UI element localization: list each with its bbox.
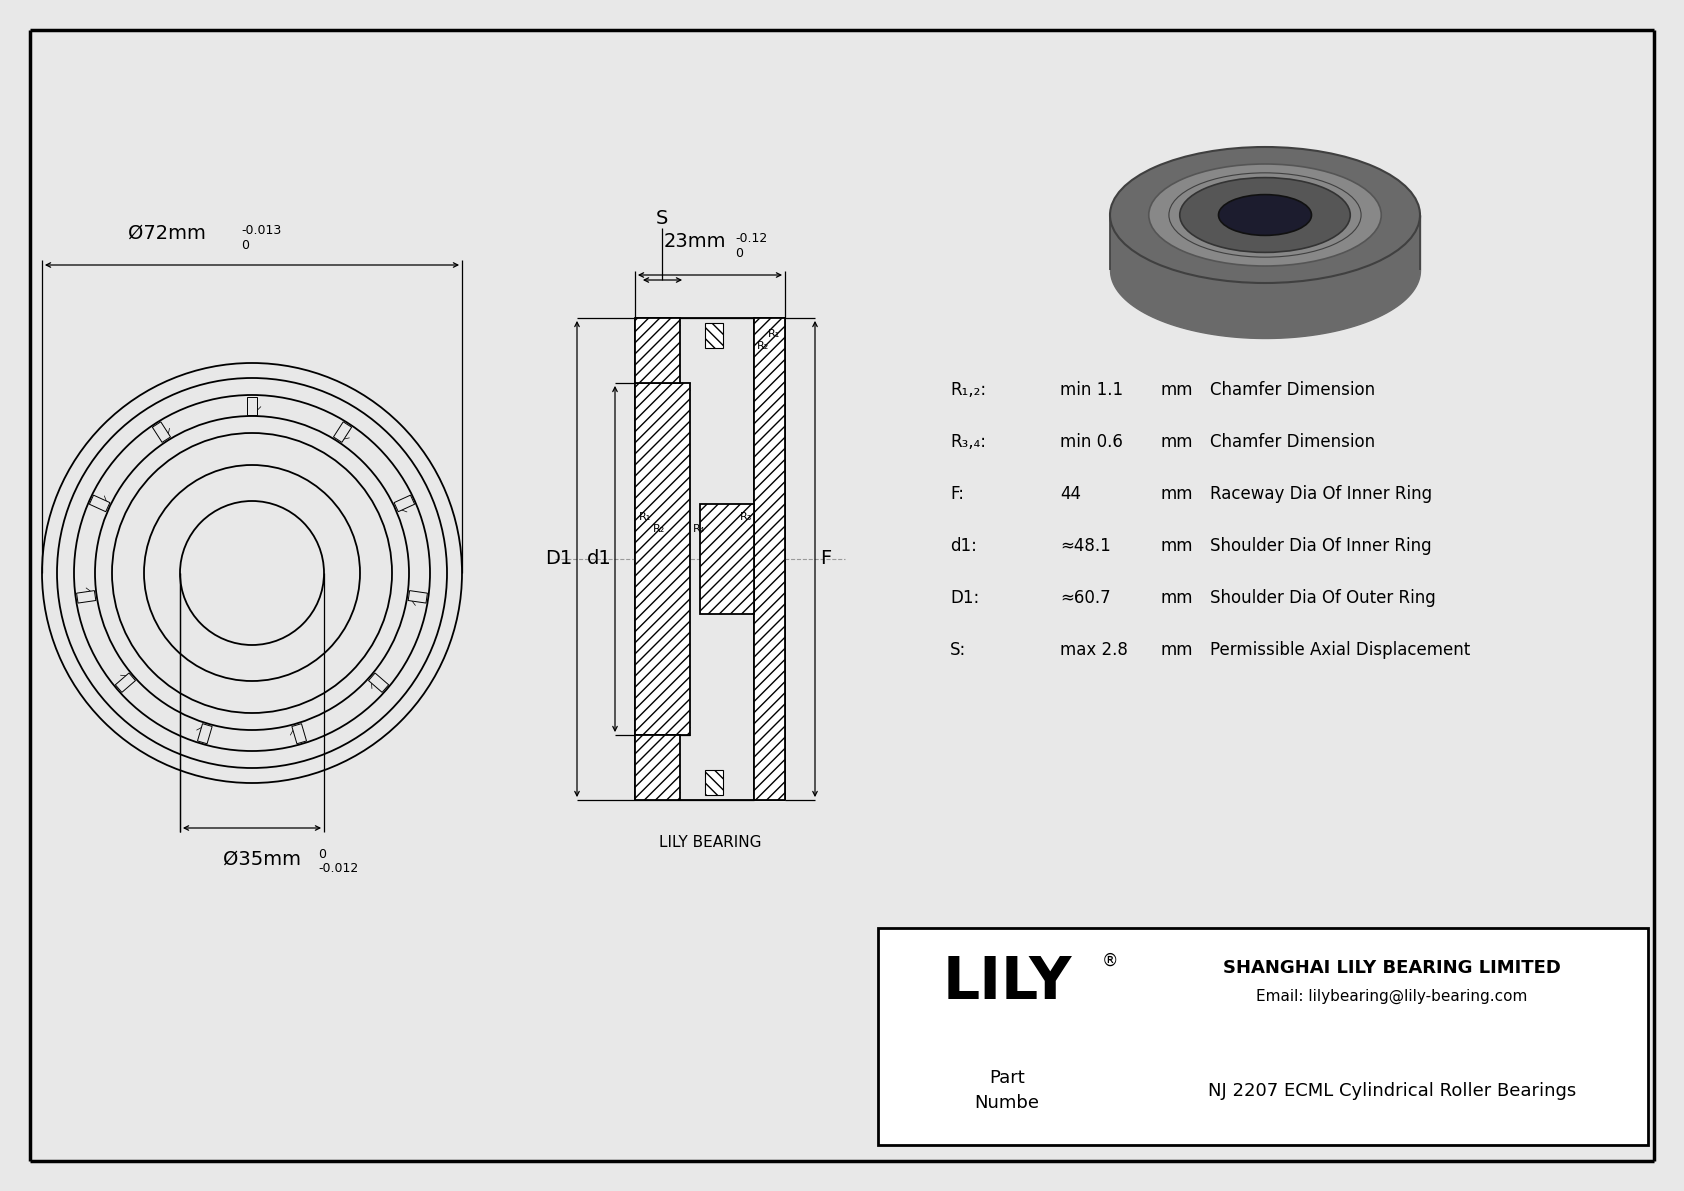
Bar: [635, 384, 690, 735]
Text: R₃,₄:: R₃,₄:: [950, 434, 987, 451]
Text: ≈48.1: ≈48.1: [1059, 537, 1111, 555]
Text: R₁,₂:: R₁,₂:: [950, 381, 987, 399]
Bar: [754, 318, 785, 800]
Ellipse shape: [1110, 146, 1420, 283]
Text: 23mm: 23mm: [663, 232, 726, 251]
Text: F: F: [820, 549, 832, 568]
Text: -0.12: -0.12: [734, 232, 768, 245]
Text: R₄: R₄: [694, 524, 706, 534]
Text: ®: ®: [1101, 952, 1118, 969]
Text: min 1.1: min 1.1: [1059, 381, 1123, 399]
Bar: [877, 928, 1649, 1145]
Polygon shape: [369, 673, 389, 692]
Text: S:: S:: [950, 641, 967, 659]
Text: Shoulder Dia Of Outer Ring: Shoulder Dia Of Outer Ring: [1211, 590, 1436, 607]
Text: LILY BEARING: LILY BEARING: [658, 835, 761, 850]
Text: mm: mm: [1160, 381, 1192, 399]
Text: mm: mm: [1160, 537, 1192, 555]
Ellipse shape: [1148, 164, 1381, 266]
Polygon shape: [197, 724, 212, 743]
Text: 0: 0: [318, 848, 327, 861]
Text: 0: 0: [734, 247, 743, 260]
Text: S: S: [655, 208, 669, 227]
Text: Chamfer Dimension: Chamfer Dimension: [1211, 434, 1376, 451]
Text: min 0.6: min 0.6: [1059, 434, 1123, 451]
Ellipse shape: [1219, 194, 1312, 236]
Polygon shape: [152, 422, 170, 442]
Polygon shape: [333, 422, 352, 442]
Polygon shape: [408, 591, 428, 603]
Text: 0: 0: [241, 239, 249, 252]
Bar: [635, 318, 680, 384]
Text: d1: d1: [588, 549, 611, 568]
Text: R₂: R₂: [653, 524, 665, 534]
Text: Email: lilybearing@lily-bearing.com: Email: lilybearing@lily-bearing.com: [1256, 989, 1527, 1004]
Polygon shape: [291, 724, 306, 743]
Text: F:: F:: [950, 485, 963, 503]
Ellipse shape: [1180, 177, 1351, 252]
Polygon shape: [394, 495, 414, 512]
Polygon shape: [115, 673, 135, 692]
Text: LILY: LILY: [943, 954, 1071, 1011]
Text: R₁: R₁: [768, 329, 780, 339]
Text: -0.013: -0.013: [241, 224, 281, 237]
Text: NJ 2207 ECML Cylindrical Roller Bearings: NJ 2207 ECML Cylindrical Roller Bearings: [1207, 1081, 1576, 1099]
Text: mm: mm: [1160, 434, 1192, 451]
Polygon shape: [76, 591, 96, 603]
Text: Ø35mm: Ø35mm: [222, 850, 301, 869]
Polygon shape: [248, 397, 258, 414]
Text: mm: mm: [1160, 485, 1192, 503]
Text: Shoulder Dia Of Inner Ring: Shoulder Dia Of Inner Ring: [1211, 537, 1431, 555]
Text: mm: mm: [1160, 641, 1192, 659]
Bar: [635, 735, 680, 800]
Text: Permissible Axial Displacement: Permissible Axial Displacement: [1211, 641, 1470, 659]
Text: R₁: R₁: [638, 512, 652, 522]
Text: Chamfer Dimension: Chamfer Dimension: [1211, 381, 1376, 399]
Text: D1: D1: [544, 549, 573, 568]
Text: 44: 44: [1059, 485, 1081, 503]
Text: Part
Numbe: Part Numbe: [975, 1070, 1039, 1112]
Text: -0.012: -0.012: [318, 862, 359, 875]
Text: max 2.8: max 2.8: [1059, 641, 1128, 659]
Polygon shape: [89, 495, 109, 512]
Text: R₃: R₃: [739, 512, 753, 522]
Bar: [701, 504, 754, 615]
Text: SHANGHAI LILY BEARING LIMITED: SHANGHAI LILY BEARING LIMITED: [1223, 959, 1561, 978]
Bar: [706, 323, 722, 348]
Text: mm: mm: [1160, 590, 1192, 607]
Text: ≈60.7: ≈60.7: [1059, 590, 1111, 607]
Text: d1:: d1:: [950, 537, 977, 555]
Text: Ø72mm: Ø72mm: [128, 224, 205, 243]
Bar: [706, 771, 722, 796]
Text: Raceway Dia Of Inner Ring: Raceway Dia Of Inner Ring: [1211, 485, 1431, 503]
Text: D1:: D1:: [950, 590, 980, 607]
Text: R₂: R₂: [758, 341, 770, 351]
